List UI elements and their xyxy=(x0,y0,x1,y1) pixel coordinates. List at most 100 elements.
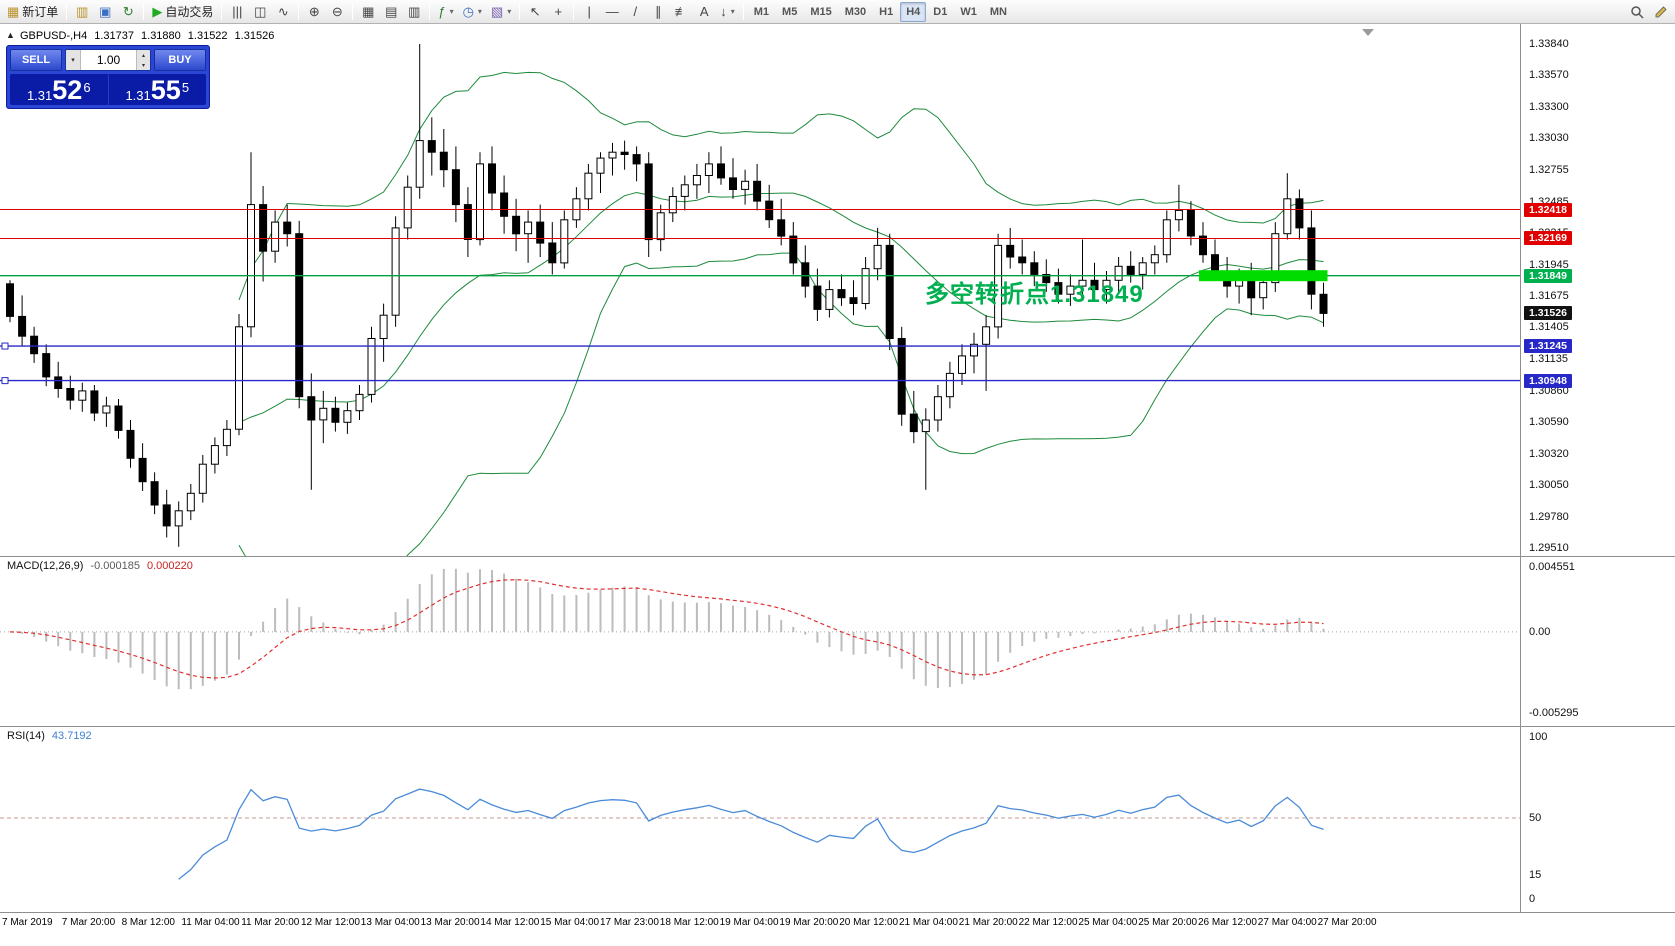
price-pane[interactable]: ▲ GBPUSD-,H4 1.31737 1.31880 1.31522 1.3… xyxy=(0,24,1675,556)
text-button[interactable]: A xyxy=(693,2,715,22)
price-tag-current-bid: 1.31526 xyxy=(1524,306,1572,321)
timeframe-w1-button[interactable]: W1 xyxy=(960,5,977,18)
one-click-collapse-toggle[interactable]: ▲ xyxy=(6,30,15,40)
macd-pane[interactable]: MACD(12,26,9) -0.000185 0.000220 0.00455… xyxy=(0,556,1675,726)
price-axis-label: 1.33840 xyxy=(1529,38,1569,50)
horizontal-line-button[interactable]: — xyxy=(601,2,623,22)
price-axis-label: 1.33300 xyxy=(1529,100,1569,113)
caret-down-icon: ▾ xyxy=(507,7,512,16)
line-chart-icon: ∿ xyxy=(277,4,289,19)
rsi-pane[interactable]: RSI(14) 43.7192 100 50 15 0 xyxy=(0,726,1675,912)
chart-shift-marker[interactable] xyxy=(1362,29,1374,36)
toolbar-separator xyxy=(66,3,68,20)
timeframe-m30-button[interactable]: M30 xyxy=(844,5,867,18)
autotrading-icon: ▶ xyxy=(152,4,163,19)
crosshair-button[interactable]: + xyxy=(547,2,569,22)
refresh-button[interactable]: ↻ xyxy=(117,2,139,22)
timeframe-m1-button[interactable]: M1 xyxy=(753,5,770,18)
time-axis-label: 11 Mar 04:00 xyxy=(181,917,240,928)
caret-down-icon: ▾ xyxy=(477,7,482,16)
bollinger-middle-band xyxy=(238,191,1324,424)
price-axis-label: 1.29780 xyxy=(1529,510,1569,523)
volume-down-icon[interactable]: ▾ xyxy=(141,62,145,69)
templates-button[interactable]: ▧ ▾ xyxy=(487,2,515,22)
cursor-button[interactable]: ↖ xyxy=(524,2,546,22)
price-axis-label: 1.33030 xyxy=(1529,132,1569,145)
profiles-icon: ▣ xyxy=(99,4,112,19)
toolbar-separator xyxy=(221,3,223,20)
periods-button[interactable]: ◷ ▾ xyxy=(459,2,486,22)
indicators-button[interactable]: ƒ ▾ xyxy=(434,2,457,22)
vertical-line-button[interactable]: | xyxy=(578,2,600,22)
macd-axis-label: 0.00 xyxy=(1529,625,1551,638)
volume-up-icon[interactable]: ▴ xyxy=(141,52,145,59)
price-axis-label: 1.31135 xyxy=(1529,352,1568,365)
channel-button[interactable]: ∥ xyxy=(647,2,669,22)
buy-button[interactable]: BUY xyxy=(154,49,206,71)
volume-field[interactable]: 1.00 xyxy=(81,50,136,70)
toolbar-separator xyxy=(298,3,300,20)
time-axis-label: 21 Mar 20:00 xyxy=(958,917,1018,928)
tile-windows-button[interactable]: ▦ xyxy=(357,2,379,22)
timeframe-h4-button[interactable]: H4 xyxy=(900,1,927,22)
rsi-name: RSI(14) xyxy=(7,730,45,742)
price-axis-label: 1.30590 xyxy=(1529,416,1569,429)
bollinger-upper-band xyxy=(238,71,1324,301)
volume-dropdown-icon[interactable]: ▾ xyxy=(66,50,81,70)
line-handle[interactable] xyxy=(1,377,9,385)
rsi-value: 43.7192 xyxy=(51,730,92,742)
turning-point-highlight-bar[interactable] xyxy=(1199,270,1328,282)
zoom-out-button[interactable]: ⊖ xyxy=(326,2,348,22)
search-button[interactable] xyxy=(1626,2,1648,22)
candlestick-chart-button[interactable]: ◫ xyxy=(249,2,271,22)
bar-chart-icon: ||| xyxy=(232,4,243,19)
new-chart-button[interactable]: ▥ xyxy=(71,2,93,22)
timeframe-mn-button[interactable]: MN xyxy=(989,5,1007,18)
line-chart-button[interactable]: ∿ xyxy=(272,2,294,22)
macd-canvas xyxy=(0,568,1520,690)
price-axis: 1.33840 1.33570 1.33300 1.33030 1.32755 1.324… xyxy=(1520,24,1675,556)
bar-chart-button[interactable]: ||| xyxy=(226,2,248,22)
time-axis-label: 11 Mar 20:00 xyxy=(241,917,300,928)
arrange-windows-button[interactable]: ▥ xyxy=(403,2,425,22)
new-order-button[interactable]: ▦ 新订单 xyxy=(3,2,62,22)
high-value: 1.31880 xyxy=(141,30,181,42)
volume-stepper[interactable]: ▾ 1.00 ▴ ▾ xyxy=(65,49,151,71)
fibonacci-button[interactable]: ≢ xyxy=(670,2,692,22)
time-axis-label: 7 Mar 2019 xyxy=(2,917,53,928)
bid-pipette: 6 xyxy=(83,80,91,95)
magnifier-icon xyxy=(1631,5,1644,19)
line-handle[interactable] xyxy=(1,342,9,350)
time-axis-label: 15 Mar 04:00 xyxy=(540,917,600,928)
cascade-windows-button[interactable]: ▤ xyxy=(380,2,402,22)
time-axis-label: 19 Mar 20:00 xyxy=(779,917,839,928)
time-axis-label: 13 Mar 20:00 xyxy=(420,917,480,928)
price-axis-label: 1.29510 xyxy=(1529,542,1569,554)
timeframe-d1-button[interactable]: D1 xyxy=(933,5,948,18)
volume-spinner[interactable]: ▴ ▾ xyxy=(136,50,150,70)
trendline-button[interactable]: / xyxy=(624,2,646,22)
candlesticks xyxy=(6,44,1328,547)
macd-axis: 0.004551 0.00 -0.005295 xyxy=(1520,557,1675,726)
profiles-button[interactable]: ▣ xyxy=(94,2,116,22)
price-axis-label: 1.30860 xyxy=(1529,384,1569,397)
timeframe-h1-button[interactable]: H1 xyxy=(879,5,894,18)
arrows-button[interactable]: ↓ ▾ xyxy=(716,2,739,22)
zoom-out-icon: ⊖ xyxy=(331,4,343,19)
macd-name: MACD(12,26,9) xyxy=(7,560,84,572)
bid-prefix: 1.31 xyxy=(26,88,53,103)
arrange-windows-icon: ▥ xyxy=(408,4,421,19)
edit-button[interactable] xyxy=(1650,2,1672,22)
refresh-icon: ↻ xyxy=(122,4,134,19)
pencil-icon xyxy=(1655,5,1667,17)
price-chart-canvas[interactable] xyxy=(0,24,1520,556)
autotrading-button[interactable]: ▶ 自动交易 xyxy=(148,2,217,22)
zoom-in-button[interactable]: ⊕ xyxy=(303,2,325,22)
rsi-axis: 100 50 15 0 xyxy=(1520,727,1675,912)
rsi-label: RSI(14) 43.7192 xyxy=(7,730,92,742)
autotrading-button-label: 自动交易 xyxy=(165,5,214,19)
timeframe-m5-button[interactable]: M5 xyxy=(782,5,798,18)
timeframe-m15-button[interactable]: M15 xyxy=(810,5,832,18)
sell-button[interactable]: SELL xyxy=(10,49,62,71)
turning-point-annotation[interactable]: 多空转折点1.31849 xyxy=(925,281,1144,308)
